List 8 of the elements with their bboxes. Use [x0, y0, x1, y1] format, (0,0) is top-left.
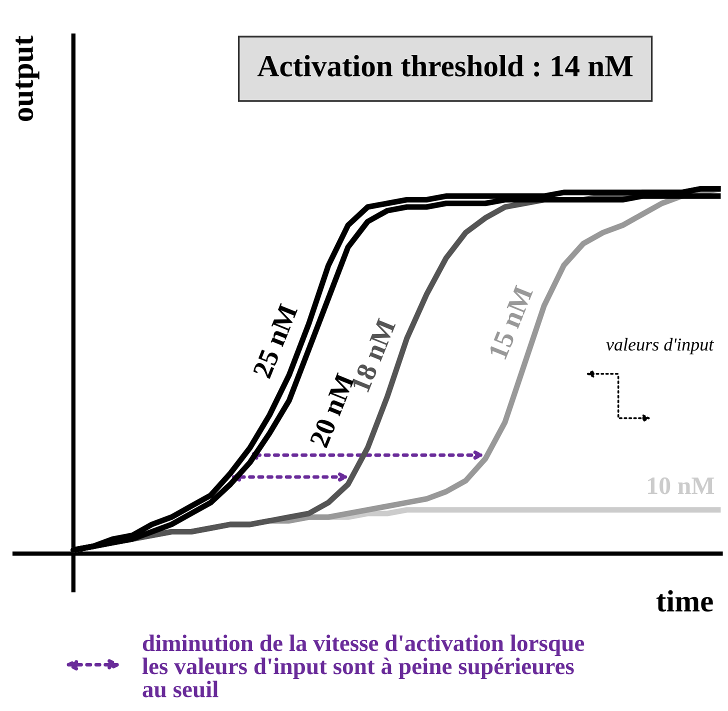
text: diminution de la vitesse d'activation lorsque les valeurs d'input sont à peine supérieures au seuil: [142, 634, 584, 698]
y-axis-title: output: [16, 36, 40, 121]
text: 25 nM: [252, 302, 298, 379]
annotation: valeurs d'input: [606, 338, 714, 354]
text: 20 nM: [309, 372, 355, 448]
x-axis-title: time: [656, 590, 713, 612]
chart-title: Activation threshold : 14 nM: [257, 54, 633, 77]
text: 15 nM: [488, 284, 534, 360]
